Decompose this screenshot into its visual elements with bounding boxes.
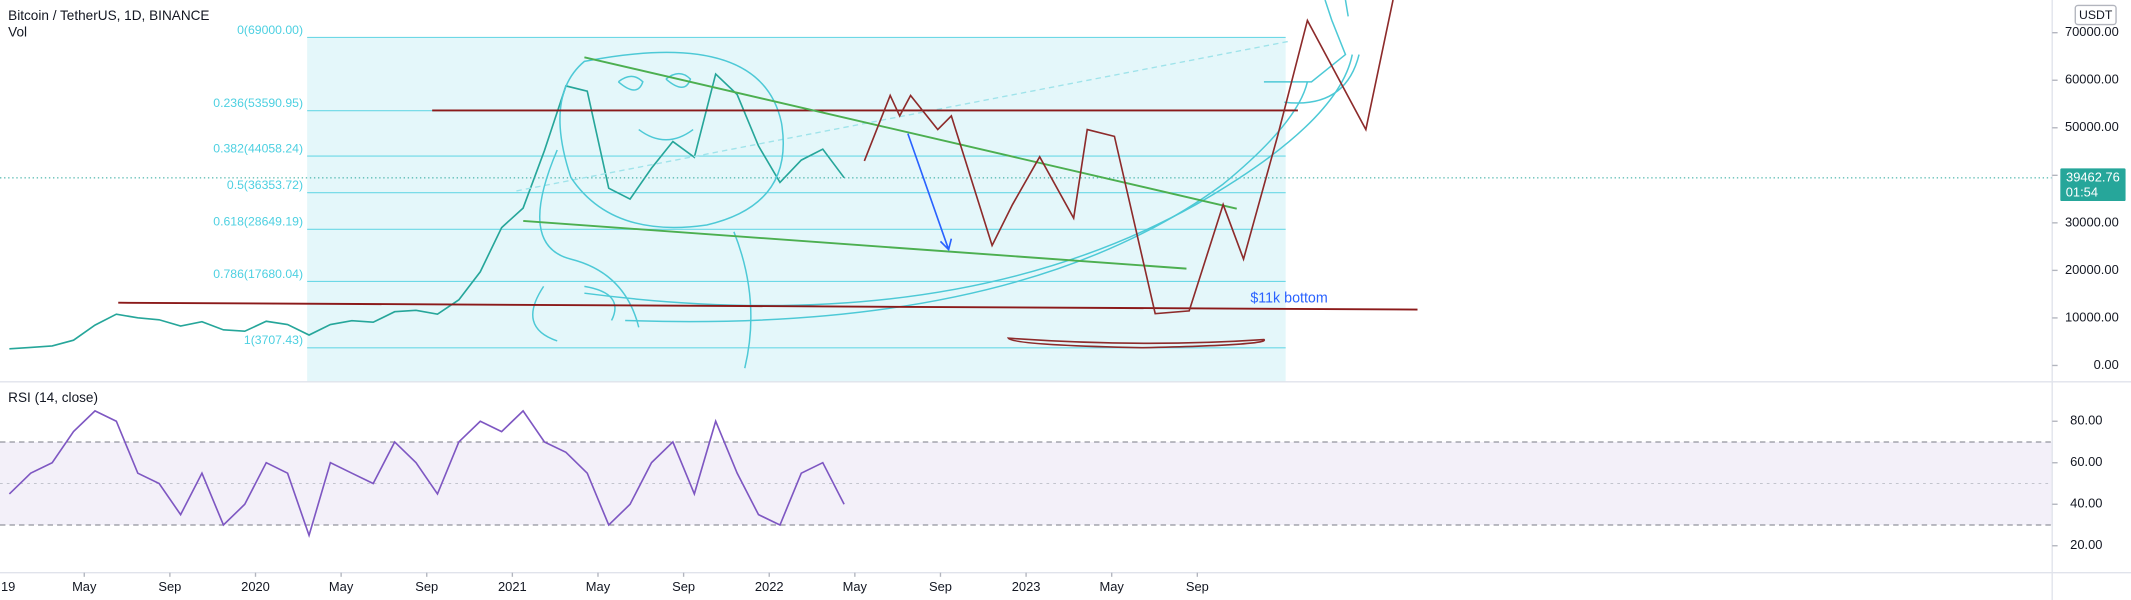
x-tick-label: May bbox=[329, 579, 354, 594]
last-price-tag bbox=[2060, 168, 2126, 202]
x-tick-label: 19 bbox=[1, 579, 15, 594]
chart-title: Bitcoin / TetherUS, 1D, BINANCE bbox=[8, 8, 209, 23]
trend-line bbox=[523, 219, 1187, 270]
x-tick-label: Sep bbox=[1186, 579, 1209, 594]
countdown-label: 01:54 bbox=[2066, 184, 2098, 199]
price-line bbox=[8, 409, 845, 539]
price-line bbox=[9, 72, 845, 350]
fib-label: 0.5(36353.72) bbox=[227, 178, 303, 192]
fib-area bbox=[307, 37, 1286, 382]
support-line bbox=[118, 301, 1418, 311]
arrow-head bbox=[939, 238, 953, 252]
x-tick-label: 2023 bbox=[1012, 579, 1041, 594]
arrow bbox=[907, 133, 950, 250]
fib-label: 0.382(44058.24) bbox=[213, 141, 303, 155]
doodle bbox=[617, 72, 694, 141]
y-tick-label: 50000.00 bbox=[2065, 119, 2119, 134]
y-tick-label: 20000.00 bbox=[2065, 262, 2119, 277]
fib-label: 0.236(53590.95) bbox=[213, 96, 303, 110]
annotation: $11k bottom bbox=[1250, 290, 1327, 306]
x-tick-label: Sep bbox=[415, 579, 438, 594]
x-tick-label: 2021 bbox=[498, 579, 527, 594]
y-tick-label: 70000.00 bbox=[2065, 24, 2119, 39]
unit-label[interactable]: USDT bbox=[2079, 8, 2113, 22]
x-tick-label: May bbox=[586, 579, 611, 594]
fib-label: 1(3707.43) bbox=[244, 333, 303, 347]
x-tick-label: May bbox=[1100, 579, 1125, 594]
dashed-trend bbox=[516, 40, 1292, 192]
x-tick-label: May bbox=[72, 579, 97, 594]
fib-label: 0.786(17680.04) bbox=[213, 267, 303, 281]
doodle bbox=[559, 51, 784, 229]
plot-group bbox=[0, 72, 2053, 539]
doodle bbox=[1006, 337, 1265, 349]
doodle bbox=[1324, 0, 1349, 21]
rsi-title: RSI (14, close) bbox=[8, 390, 98, 405]
x-tick-label: May bbox=[843, 579, 868, 594]
trend-line bbox=[584, 56, 1237, 210]
y-tick-label: 20.00 bbox=[2070, 537, 2102, 552]
y-tick-label: 60000.00 bbox=[2065, 72, 2119, 87]
y-tick-label: 60.00 bbox=[2070, 454, 2102, 469]
y-tick-label: 30000.00 bbox=[2065, 214, 2119, 229]
x-tick-label: 2022 bbox=[755, 579, 784, 594]
x-tick-label: 2020 bbox=[241, 579, 270, 594]
projection-path bbox=[863, 0, 1394, 315]
fib-label: 0(69000.00) bbox=[237, 23, 303, 37]
drawings bbox=[118, 0, 1418, 369]
x-tick-label: Sep bbox=[672, 579, 695, 594]
fib-label: 0.618(28649.19) bbox=[213, 215, 303, 229]
y-tick-label: 80.00 bbox=[2070, 413, 2102, 428]
volume-label: Vol bbox=[8, 24, 27, 39]
x-tick-label: Sep bbox=[929, 579, 952, 594]
doodle bbox=[532, 149, 752, 369]
y-tick-label: 10000.00 bbox=[2065, 309, 2119, 324]
y-tick-label: 40.00 bbox=[2070, 496, 2102, 511]
last-price-label: 39462.76 bbox=[2066, 169, 2120, 184]
unit-box[interactable] bbox=[2074, 4, 2117, 26]
doodle bbox=[625, 81, 1309, 323]
doodle bbox=[1263, 20, 1360, 104]
y-tick-label: 0.00 bbox=[2094, 357, 2119, 372]
fib-group: 0(69000.00) 0.236(53590.95) 0.382(44058.24… bbox=[213, 23, 1286, 382]
axes: 0.0010000.0020000.0030000.0040000.005000… bbox=[1, 24, 2126, 594]
x-tick-label: Sep bbox=[158, 579, 181, 594]
